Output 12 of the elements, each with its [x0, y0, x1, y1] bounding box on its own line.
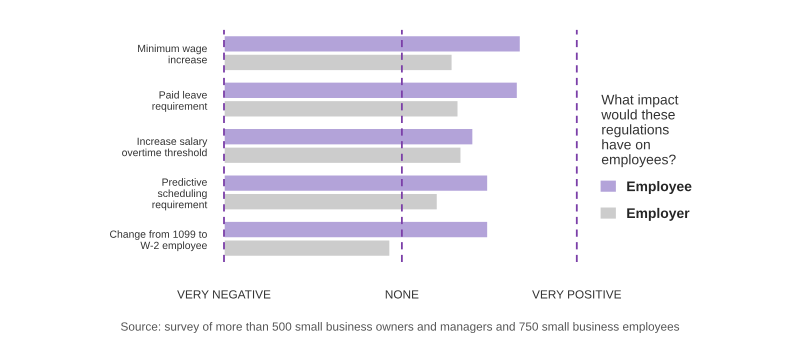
legend-title: What impact would these regulations have on employees?	[601, 94, 678, 168]
legend-label: Employer	[627, 208, 690, 221]
y-tick-label: Paid leave requirement	[152, 90, 208, 112]
y-tick-label: Change from 1099 to W-2 employee	[110, 230, 207, 252]
y-tick-label: Increase salary overtime threshold	[122, 137, 208, 156]
legend-label: Employee	[627, 181, 692, 194]
ref-line-label: VERY POSITIVE	[532, 290, 622, 299]
ref-line-label: NONE	[386, 290, 418, 299]
y-tick-label: Minimum wage increase	[138, 44, 207, 64]
source-note: Source: survey of more than 500 small business owners and managers and 750 small business employees	[121, 322, 680, 334]
ref-line-label: VERY NEGATIVE	[177, 290, 270, 299]
y-tick-label: Predictive scheduling requirement	[152, 178, 208, 210]
